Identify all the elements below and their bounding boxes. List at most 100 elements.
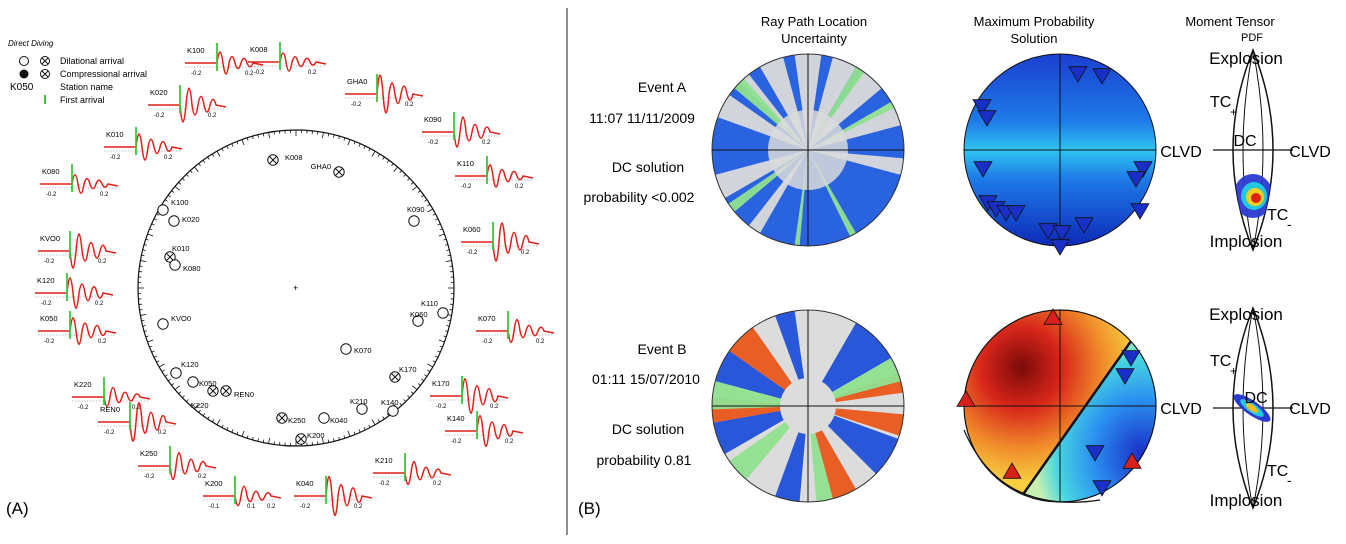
stereonet-center: +: [293, 283, 298, 293]
station-marker: K140: [381, 398, 399, 416]
station-marker: K170: [390, 365, 417, 382]
waveform-tick: -0.2: [110, 155, 121, 161]
station-label: K220: [191, 401, 209, 410]
ray-path-plot-a: [702, 41, 918, 260]
station-label: K090: [407, 205, 425, 214]
waveform-label: K008: [250, 45, 268, 54]
station-label: K170: [399, 365, 417, 374]
waveform-label: K100: [187, 46, 205, 55]
waveform-tick: 0.2: [100, 192, 109, 198]
waveform-label: K020: [150, 88, 168, 97]
station-label: K008: [285, 153, 303, 162]
lune-a-bottom: Implosion: [1210, 232, 1283, 251]
waveform-tick: 0.2: [490, 404, 499, 410]
station-marker: K250: [277, 413, 306, 425]
lune-a-center: DC: [1233, 133, 1256, 150]
event-b-dc-line1: DC solution: [612, 421, 684, 437]
waveform-label: K090: [424, 115, 442, 124]
legend: Direct Diving Dilational arrival Compres…: [8, 39, 147, 105]
waveform: K080 -0.2 0.2: [40, 164, 118, 198]
station-marker: K010: [165, 244, 190, 262]
polarity-triangle: [1051, 240, 1069, 255]
station-marker: K020: [169, 215, 200, 226]
waveform-tick: 0.2: [308, 70, 317, 76]
compressional-symbol-cross: [41, 70, 50, 79]
waveform-tick: -0.2: [300, 504, 311, 510]
waveform-label: K010: [106, 130, 124, 139]
legend-compressional: Compressional arrival: [60, 69, 147, 79]
waveform-tick: 0.2: [245, 71, 254, 77]
waveform: K050 -0.2 0.2: [38, 311, 116, 345]
waveform-tick: 0.2: [98, 339, 107, 345]
waveform-tick: 0.2: [521, 250, 530, 256]
panel-b-label: (B): [578, 499, 601, 518]
waveform-label: K110: [457, 159, 474, 168]
waveform-label: K080: [42, 167, 60, 176]
waveform-tick: -0.2: [78, 405, 89, 411]
station-label: K140: [381, 398, 399, 407]
station-label: K040: [330, 416, 348, 425]
waveform-tick: -0.2: [41, 301, 52, 307]
event-b-datetime: 01:11 15/07/2010: [592, 371, 700, 387]
waveform-tick: -0.2: [154, 113, 165, 119]
waveform-label: K140: [447, 414, 465, 423]
col1-title-line1: Ray Path Location: [761, 14, 867, 29]
event-a-dc-line2: probability <0.002: [584, 189, 695, 205]
waveform-tick: 0.2: [433, 481, 442, 487]
lune-b-plus: +: [1230, 364, 1237, 378]
station-marker: K040: [319, 413, 348, 425]
compressional-symbol-filled: [20, 70, 29, 79]
waveform-tick: -0.2: [436, 404, 447, 410]
panel-a-label: (A): [6, 499, 29, 518]
event-b-name: Event B: [637, 341, 686, 357]
waveform-tick: -0.2: [191, 71, 202, 77]
waveform-tick: 0.2: [164, 155, 173, 161]
lune-b-bottom: Implosion: [1210, 491, 1283, 510]
station-label: K010: [172, 244, 190, 253]
station-marker: K090: [407, 205, 425, 226]
waveform-tick: 0.2: [482, 140, 491, 146]
legend-station-code: K050: [10, 82, 34, 93]
col2-title-line2: Solution: [1011, 31, 1058, 46]
waveform-label: K120: [37, 276, 55, 285]
waveform-tick: -0.2: [451, 439, 462, 445]
waveform-tick: -0.2: [351, 102, 362, 108]
station-marker: K008: [268, 153, 303, 165]
legend-heading: Direct Diving: [8, 39, 54, 48]
lune-a-top: Explosion: [1209, 49, 1283, 68]
station-label: K210: [350, 397, 368, 406]
station-label: GHA0: [311, 162, 331, 171]
lune-a-minus: -: [1287, 216, 1292, 232]
waveform-label: K050: [40, 314, 58, 323]
station-marker: K100: [158, 198, 189, 215]
station-label: K120: [181, 360, 199, 369]
lune-b-center: DC: [1244, 390, 1267, 407]
col3-title-line1: Moment Tensor: [1185, 14, 1275, 29]
event-a-name: Event A: [638, 79, 687, 95]
waveform-label: K250: [140, 449, 158, 458]
event-b-dc-line2: probability 0.81: [597, 452, 692, 468]
lune-b-right: CLVD: [1289, 401, 1331, 418]
waveform-tick: 0.2: [98, 259, 107, 265]
waveform-label: K220: [74, 380, 92, 389]
station-marker: REN0: [221, 386, 254, 399]
waveform-tick: -0.2: [428, 140, 439, 146]
station-label: K110: [421, 299, 438, 308]
legend-dilational: Dilational arrival: [60, 56, 124, 66]
waveform-tick: -0.2: [46, 192, 57, 198]
station-label: K070: [354, 346, 372, 355]
col1-title-line2: Uncertainty: [781, 31, 847, 46]
waveform-label: K070: [478, 314, 496, 323]
lune-b-minus: -: [1287, 472, 1292, 488]
waveform-tick: -0.2: [44, 339, 55, 345]
waveform-tick: 0.2: [515, 184, 524, 190]
